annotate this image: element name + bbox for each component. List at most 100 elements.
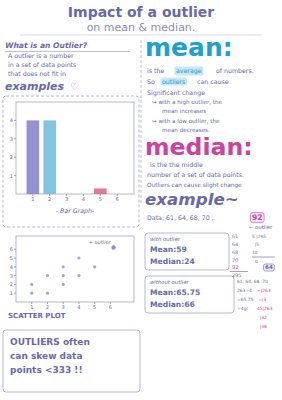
point: [62, 265, 65, 268]
highlight: [161, 78, 187, 86]
tick: [14, 266, 16, 267]
tick: [14, 138, 16, 139]
point: [30, 292, 33, 295]
annotation: can cause: [197, 78, 229, 85]
rule: [252, 257, 275, 258]
tick-label: 1: [10, 173, 13, 179]
annotation: ÷4gr: [237, 306, 248, 311]
tick-label: 3: [10, 136, 13, 142]
point: [77, 256, 80, 259]
annotation: median:: [145, 133, 253, 161]
subtitle: on mean & median.: [87, 21, 196, 34]
annotation: |32: [257, 315, 267, 321]
annotation: 92: [252, 213, 263, 222]
annotation: 64: [265, 264, 273, 270]
title: Impact of a outlier: [68, 4, 214, 20]
tick-label: 6: [109, 304, 112, 310]
annotation: mean:: [145, 33, 233, 62]
annotation: 295: [232, 272, 241, 278]
tick-label: 4: [10, 264, 13, 270]
annotation: 263÷4: [237, 288, 252, 293]
tick-label: 1: [10, 290, 13, 296]
annotation: A outlier is a number: [8, 52, 74, 59]
annotation: average: [176, 67, 202, 75]
plot-frame: [16, 102, 134, 194]
tick-label: 3: [10, 273, 13, 279]
annotation: Significant change: [147, 89, 205, 97]
tick: [14, 258, 16, 259]
annotation: examples: [5, 80, 65, 93]
annotation: in a set of data points: [8, 61, 76, 69]
annotation: 45|263: [257, 306, 273, 312]
annotation: 61, 64, 68, 70: [237, 279, 268, 284]
annotation: ↪ with a high outlier, the: [152, 99, 223, 106]
tick: [14, 249, 16, 250]
annotation: 68: [232, 249, 238, 255]
annotation: outliers: [162, 78, 185, 85]
annotation: =|3: [257, 297, 267, 303]
annotation: can skew data: [10, 351, 83, 361]
point: [62, 274, 65, 277]
examples-box: [3, 96, 139, 227]
annotation: 92: [232, 264, 239, 270]
tick: [14, 275, 16, 276]
annotation: with outlier: [150, 236, 181, 242]
tick-label: 6: [116, 196, 119, 202]
highlight: [175, 67, 204, 76]
note-box: [3, 330, 140, 392]
tick-label: 6: [10, 246, 13, 252]
marks: [27, 120, 107, 194]
tick: [14, 175, 16, 176]
annotation: 10: [252, 250, 258, 255]
tick: [14, 120, 16, 121]
annotation: example~: [145, 189, 239, 209]
annotation: 64: [232, 241, 238, 247]
tick-label: 5: [10, 255, 13, 261]
annotation: 70: [232, 257, 238, 263]
chart-title: SCATTER PLOT: [8, 312, 66, 320]
point: [93, 265, 96, 268]
point: [62, 283, 65, 286]
highlight: [264, 264, 275, 271]
tick: [14, 157, 16, 158]
annotation: + outlier: [89, 239, 112, 245]
annotation: 0: [255, 259, 258, 264]
annotation: Median:24: [150, 257, 195, 266]
annotation: 61: [232, 233, 238, 239]
annotation: mean increases: [162, 108, 206, 114]
annotation: |38: [257, 324, 267, 330]
tick-label: 3: [65, 196, 68, 202]
point: [46, 274, 49, 277]
without-outlier-box: [145, 276, 234, 313]
annotation: number of a set of data points.: [147, 171, 244, 179]
tick: [14, 293, 16, 294]
annotation: Mean:65.75: [150, 288, 200, 297]
marks: [30, 245, 116, 295]
tick-label: 3: [62, 304, 65, 310]
annotation: 5 |295: [252, 234, 266, 240]
with-outlier-box: [145, 233, 229, 270]
bar: [27, 120, 40, 194]
annotation: Outliers can cause slight change: [147, 182, 242, 189]
annotation: ↪ with a low outlier, the: [152, 118, 220, 124]
tick-label: 4: [77, 304, 80, 310]
bar: [43, 120, 56, 194]
annotation: +|263: [257, 288, 271, 294]
tick-label: 2: [48, 196, 51, 202]
bar: [94, 188, 107, 194]
highlight: [251, 213, 265, 223]
annotation: Median:66: [150, 300, 195, 309]
tick-label: 5: [99, 196, 102, 202]
annotation: of numbers.: [216, 67, 254, 74]
tick-label: 2: [46, 304, 49, 310]
point: [30, 283, 33, 286]
divider: [141, 40, 142, 205]
tick-label: 1: [30, 304, 33, 310]
annotation: ← outlier: [249, 224, 273, 230]
point: [111, 245, 115, 249]
chart-title: - Bar Graph-: [56, 207, 95, 215]
tick-label: 2: [10, 281, 13, 287]
annotation: What is an Outlier?: [5, 41, 88, 50]
annotation: OUTLIERS often: [10, 337, 90, 347]
tick-label: 4: [10, 117, 13, 123]
